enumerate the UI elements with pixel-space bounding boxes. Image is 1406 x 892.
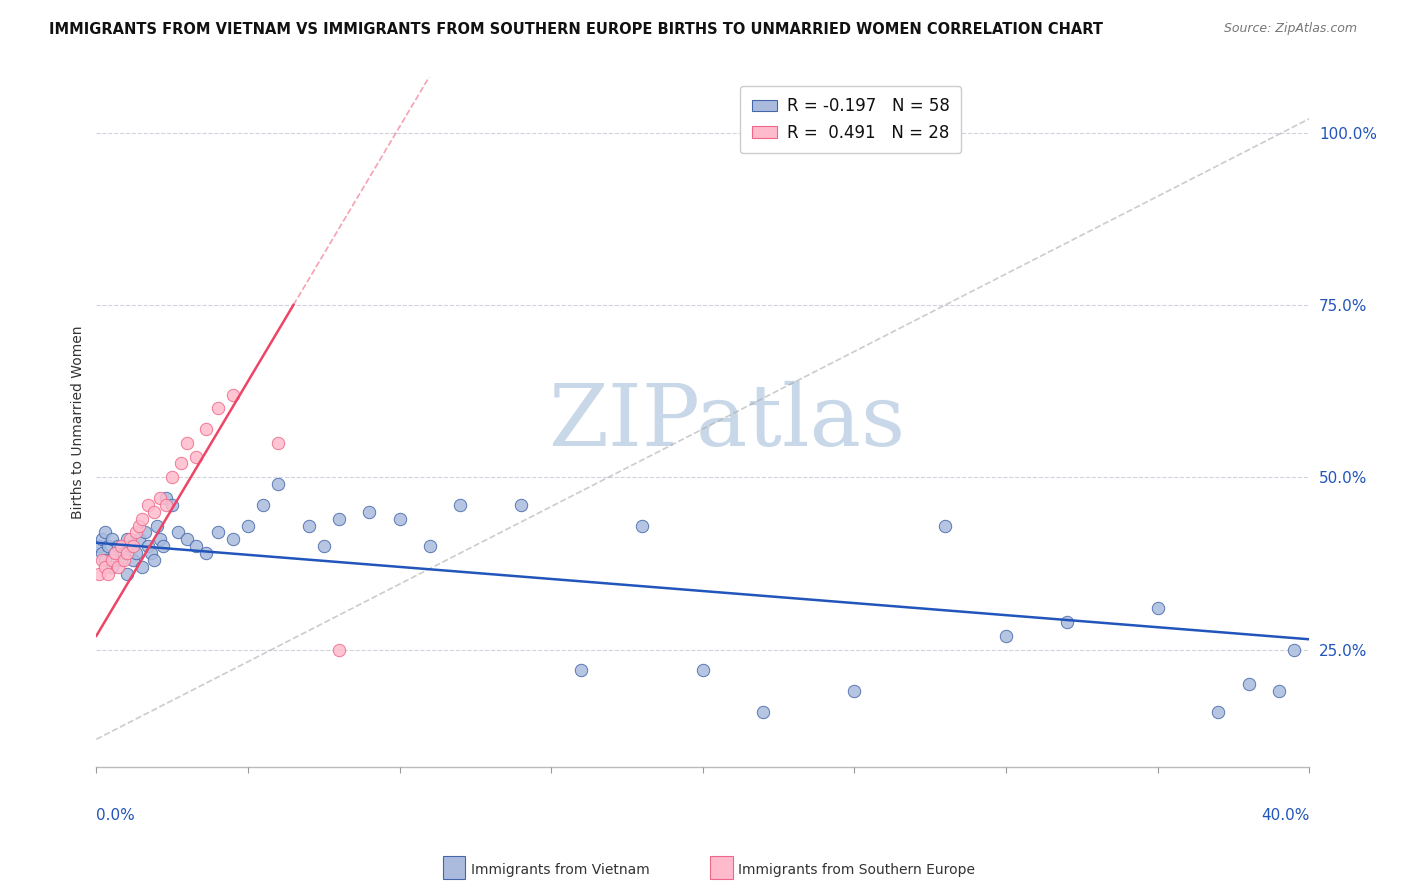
Point (136, 539, 159, 553)
Point (160, 498, 183, 512)
Point (1268, 684, 1291, 698)
Point (1206, 705, 1229, 719)
Point (449, 498, 471, 512)
Point (103, 546, 125, 560)
Point (155, 491, 177, 505)
Point (1146, 601, 1168, 615)
Point (1056, 615, 1078, 629)
Point (388, 511, 411, 525)
Y-axis label: Births to Unmarried Women: Births to Unmarried Women (72, 326, 86, 519)
Point (252, 498, 274, 512)
Point (134, 525, 156, 540)
Point (170, 457, 193, 471)
Text: IMMIGRANTS FROM VIETNAM VS IMMIGRANTS FROM SOUTHERN EUROPE BIRTHS TO UNMARRIED W: IMMIGRANTS FROM VIETNAM VS IMMIGRANTS FR… (49, 22, 1104, 37)
Point (222, 533, 245, 547)
Point (97, 539, 120, 553)
Point (143, 553, 166, 567)
Point (112, 553, 135, 567)
Point (194, 422, 217, 436)
Point (100, 553, 122, 567)
Point (509, 498, 531, 512)
Point (194, 546, 217, 560)
Point (297, 518, 319, 533)
Point (207, 525, 229, 540)
Legend: R = -0.197   N = 58, R =  0.491   N = 28: R = -0.197 N = 58, R = 0.491 N = 28 (740, 86, 962, 153)
Point (176, 435, 198, 450)
Point (1237, 677, 1260, 691)
Point (115, 546, 138, 560)
Point (186, 450, 208, 464)
Text: Source: ZipAtlas.com: Source: ZipAtlas.com (1223, 22, 1357, 36)
Point (91, 553, 114, 567)
Text: 0.0%: 0.0% (97, 808, 135, 823)
Point (115, 533, 138, 547)
Point (571, 663, 593, 677)
Point (91, 546, 114, 560)
Point (131, 560, 153, 574)
Point (1282, 642, 1305, 657)
Point (100, 533, 122, 547)
Point (146, 518, 169, 533)
Point (155, 498, 177, 512)
Point (149, 533, 172, 547)
Point (236, 518, 259, 533)
Point (103, 546, 125, 560)
Point (934, 518, 956, 533)
Point (89, 539, 111, 553)
Point (207, 401, 229, 416)
Point (186, 539, 208, 553)
Point (167, 525, 190, 540)
Point (94, 525, 117, 540)
Point (149, 491, 172, 505)
Point (118, 533, 141, 547)
Point (267, 435, 290, 450)
Point (752, 705, 775, 719)
Point (89, 566, 111, 581)
Point (110, 553, 132, 567)
Point (128, 533, 150, 547)
Point (91, 533, 114, 547)
Point (97, 566, 120, 581)
Point (112, 546, 135, 560)
Point (176, 533, 198, 547)
Point (121, 553, 143, 567)
Point (419, 539, 441, 553)
Point (267, 477, 290, 491)
Point (107, 539, 129, 553)
Point (328, 642, 350, 657)
Point (844, 684, 866, 698)
Point (131, 511, 153, 525)
Text: ZIPatlas: ZIPatlas (548, 381, 905, 464)
Point (631, 518, 654, 533)
Point (328, 511, 350, 525)
Point (125, 546, 148, 560)
Point (222, 387, 245, 401)
Point (94, 553, 117, 567)
Point (115, 566, 138, 581)
Point (995, 629, 1018, 643)
Point (110, 539, 132, 553)
Point (100, 560, 122, 574)
Point (136, 498, 159, 512)
Point (118, 539, 141, 553)
Point (125, 525, 148, 540)
Point (152, 539, 174, 553)
Point (94, 560, 117, 574)
Point (692, 663, 714, 677)
Text: 40.0%: 40.0% (1261, 808, 1309, 823)
Point (121, 539, 143, 553)
Point (143, 505, 166, 519)
Point (312, 539, 335, 553)
Point (107, 560, 129, 574)
Point (359, 505, 381, 519)
Text: Immigrants from Vietnam: Immigrants from Vietnam (471, 863, 650, 877)
Text: Immigrants from Southern Europe: Immigrants from Southern Europe (738, 863, 976, 877)
Point (160, 470, 183, 484)
Point (139, 546, 162, 560)
Point (128, 518, 150, 533)
